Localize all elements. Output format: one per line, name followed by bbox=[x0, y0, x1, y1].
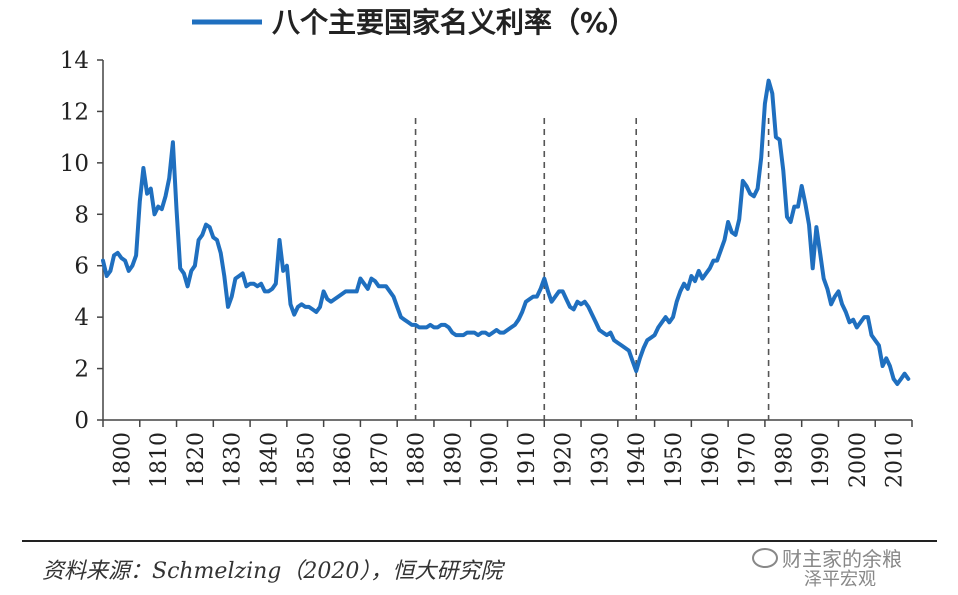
y-tick-label: 0 bbox=[74, 408, 89, 434]
x-tick-label: 1960 bbox=[699, 432, 724, 488]
watermark-line2: 泽平宏观 bbox=[804, 569, 876, 590]
x-tick-label: 2000 bbox=[846, 432, 871, 488]
x-tick-label: 1880 bbox=[405, 432, 430, 488]
x-tick-label: 1920 bbox=[552, 432, 577, 488]
y-tick-label: 8 bbox=[74, 202, 89, 228]
x-tick-label: 1990 bbox=[809, 432, 834, 488]
x-tick-label: 1910 bbox=[515, 432, 540, 488]
legend-label: 八个主要国家名义利率（%） bbox=[272, 6, 636, 39]
y-tick-label: 10 bbox=[60, 151, 89, 177]
footer-rule bbox=[22, 540, 937, 542]
y-tick-label: 12 bbox=[60, 99, 89, 125]
x-tick-label: 1900 bbox=[478, 432, 503, 488]
y-tick-label: 14 bbox=[60, 48, 89, 74]
x-tick-label: 1980 bbox=[772, 432, 797, 488]
x-tick-label: 1840 bbox=[257, 432, 282, 488]
source-note: 资料来源：Schmelzing（2020），恒大研究院 bbox=[42, 559, 503, 584]
x-tick-label: 1830 bbox=[221, 432, 246, 488]
y-tick-label: 6 bbox=[74, 254, 89, 280]
watermark: 财主家的余粮 泽平宏观 bbox=[752, 543, 902, 590]
x-tick-label: 1870 bbox=[368, 432, 393, 488]
x-tick-label: 1800 bbox=[110, 432, 135, 488]
x-tick-label: 1890 bbox=[441, 432, 466, 488]
series-line bbox=[101, 78, 911, 386]
x-tick-label: 1940 bbox=[625, 432, 650, 488]
wechat-icon bbox=[752, 548, 778, 568]
y-tick-label: 4 bbox=[74, 305, 89, 331]
x-tick-label: 1930 bbox=[588, 432, 613, 488]
x-tick-label: 2010 bbox=[883, 432, 908, 488]
x-tick-label: 1860 bbox=[331, 432, 356, 488]
watermark-line1: 财主家的余粮 bbox=[782, 547, 902, 571]
x-tick-label: 1970 bbox=[736, 432, 761, 488]
line-chart: 0 2 4 6 8 10 12 14 1800 1810 1820 1830 1840 1850 1860 1… bbox=[60, 6, 913, 488]
x-tick-label: 1820 bbox=[184, 432, 209, 488]
x-tick-label: 1950 bbox=[662, 432, 687, 488]
x-tick-label: 1810 bbox=[147, 432, 172, 488]
x-tick-label: 1850 bbox=[294, 432, 319, 488]
y-tick-label: 2 bbox=[74, 357, 89, 383]
